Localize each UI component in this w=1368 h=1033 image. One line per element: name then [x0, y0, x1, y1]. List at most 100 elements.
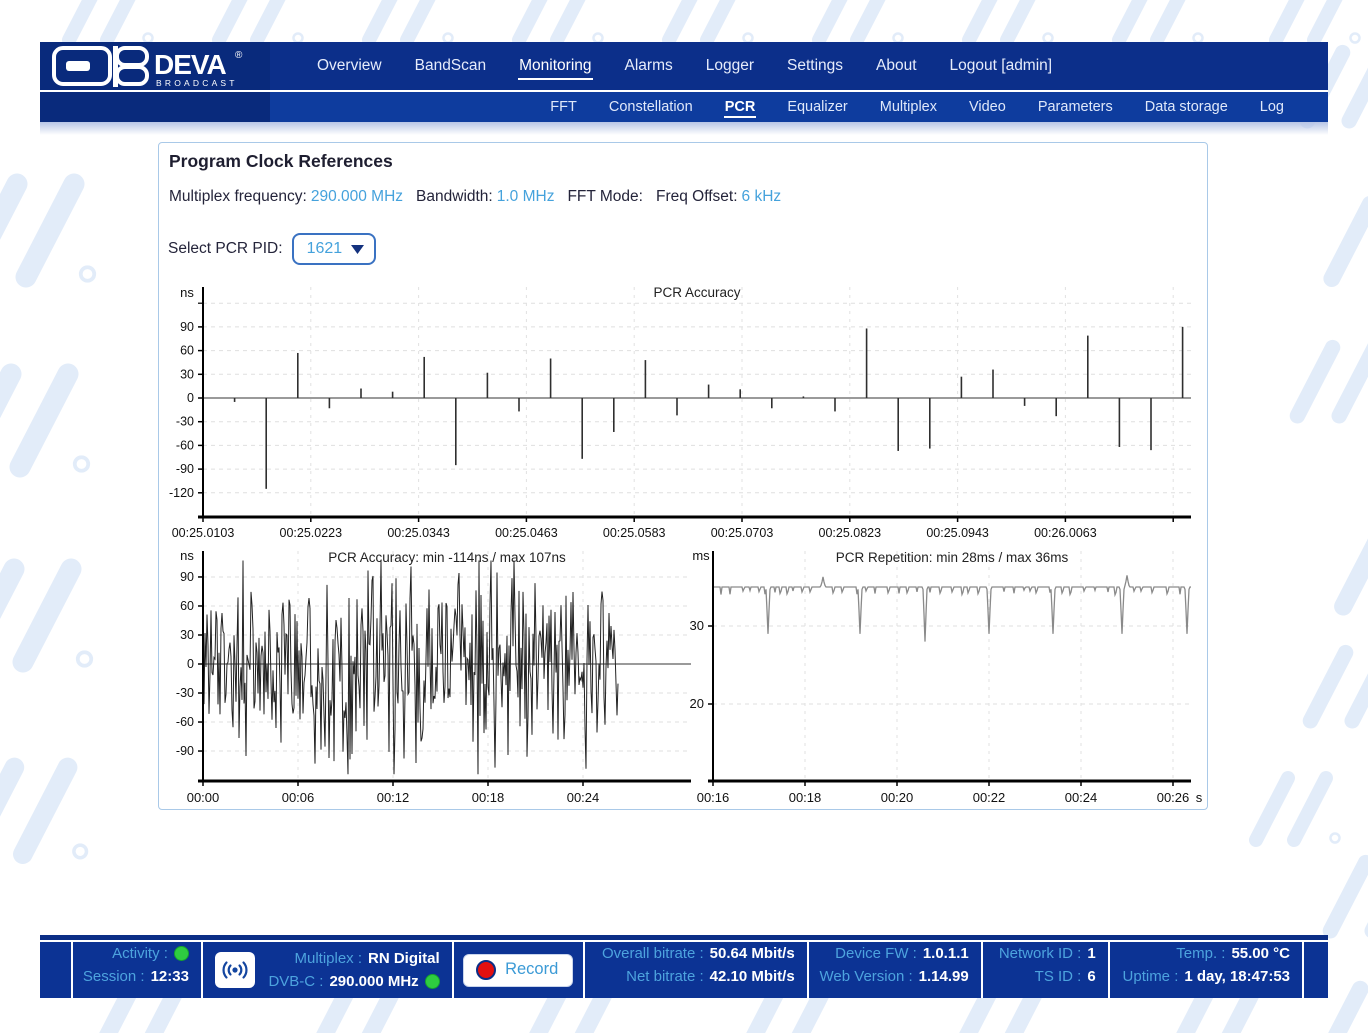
svg-text:-90: -90 [176, 744, 194, 758]
nav-logout-admin[interactable]: Logout [admin] [949, 57, 1053, 74]
broadcast-icon [222, 961, 248, 979]
nav-pcr[interactable]: PCR [723, 97, 757, 118]
status-left-spacer [40, 942, 71, 998]
svg-text:-60: -60 [176, 438, 194, 452]
status-label: TS ID : [1034, 968, 1082, 985]
status-label: Device FW : [835, 945, 917, 962]
status-label: Multiplex : [294, 950, 363, 967]
nav-settings[interactable]: Settings [787, 57, 844, 74]
status-label: Uptime : [1122, 968, 1179, 985]
green-status-dot [424, 974, 440, 989]
status-value: 1.14.99 [918, 968, 969, 985]
svg-text:PCR Repetition: min 28ms / max: PCR Repetition: min 28ms / max 36ms [836, 550, 1069, 565]
nav-multiplex[interactable]: Multiplex [879, 98, 937, 115]
nav-constellation[interactable]: Constellation [608, 98, 693, 115]
svg-text:00:18: 00:18 [789, 790, 822, 805]
info-fft-mode: FFT Mode: [567, 188, 643, 205]
svg-text:00:26.0063: 00:26.0063 [1034, 526, 1097, 540]
svg-text:ns: ns [180, 285, 194, 300]
nav-overview[interactable]: Overview [317, 57, 382, 74]
status-versions-device-fw: Device FW : 1.0.1.1 [821, 942, 969, 965]
status-bar: Activity : Session : 12:33 Multiplex : RN Di… [40, 935, 1328, 998]
signal-info-line: Multiplex frequency: 290.000 MHz Bandwidth… [169, 188, 1207, 206]
svg-text:s: s [1196, 790, 1203, 805]
svg-text:00:12: 00:12 [377, 790, 410, 805]
nav-logger[interactable]: Logger [705, 57, 755, 74]
nav-video[interactable]: Video [968, 98, 1006, 115]
svg-text:-90: -90 [176, 462, 194, 476]
deva-logo-watermark [935, 972, 1055, 1033]
nav-log[interactable]: Log [1259, 98, 1284, 115]
header-shadow [40, 122, 1328, 135]
nav-fft[interactable]: FFT [550, 98, 577, 115]
status-value: 1.0.1.1 [922, 945, 969, 962]
deva-logo-watermark [1315, 185, 1368, 298]
status-label: Web Version : [819, 968, 913, 985]
svg-text:®: ® [235, 50, 243, 61]
pcr-accuracy-history-chart: 90 60 30 0 -30 -60 -90 ns 00:00 00:06 00:12 00:18 00… [176, 548, 691, 805]
status-network: Network ID : 1 TS ID : 6 [980, 942, 1108, 998]
pcr-pid-row: Select PCR PID: 1621 [168, 233, 1207, 265]
record-dot-icon [476, 959, 497, 980]
status-value: 50.64 Mbit/s [709, 945, 795, 962]
pcr-pid-select[interactable]: 1621 [291, 233, 377, 265]
info-bandwidth: Bandwidth: 1.0 MHz [416, 188, 555, 205]
svg-text:PCR Accuracy: PCR Accuracy [653, 285, 740, 300]
status-network-ts-id: TS ID : 6 [995, 965, 1096, 988]
nav-monitoring[interactable]: Monitoring [518, 52, 593, 80]
status-label: Session : [82, 968, 145, 985]
chevron-down-icon [351, 244, 365, 254]
deva-logo-watermark [505, 972, 625, 1033]
svg-text:00:18: 00:18 [472, 790, 505, 805]
svg-text:60: 60 [180, 344, 194, 358]
svg-text:90: 90 [180, 320, 194, 334]
status-versions-web-version: Web Version : 1.14.99 [819, 965, 969, 988]
nav-parameters[interactable]: Parameters [1037, 98, 1113, 115]
nav-about[interactable]: About [876, 57, 917, 74]
status-temp-uptime: Uptime : 1 day, 18:47:53 [1122, 965, 1290, 988]
status-activity-activity: Activity : [85, 942, 189, 965]
svg-text:00:25.0103: 00:25.0103 [172, 526, 235, 540]
nav-equalizer[interactable]: Equalizer [787, 98, 848, 115]
svg-text:-30: -30 [176, 415, 194, 429]
deva-logo-watermark [290, 976, 410, 1033]
nav-bandscan[interactable]: BandScan [414, 57, 487, 74]
status-multiplex-dvb-c: DVB-C : 290.000 MHz [265, 970, 440, 993]
status-value: 290.000 MHz [329, 973, 419, 990]
status-label: Temp. : [1176, 945, 1226, 962]
top-nav: DEVA ® BROADCAST Overview BandScan Monitor… [40, 42, 1328, 122]
deva-logo[interactable]: DEVA ® BROADCAST [51, 45, 257, 94]
nav-separator [40, 90, 1328, 92]
status-label: DVB-C : [268, 973, 324, 990]
status-value: 42.10 Mbit/s [709, 968, 795, 985]
deva-logo-watermark [720, 976, 840, 1033]
svg-text:00:24: 00:24 [1065, 790, 1098, 805]
status-value: 12:33 [150, 968, 189, 985]
nav-data-storage[interactable]: Data storage [1144, 98, 1228, 115]
status-temp-temp: Temp. : 55.00 °C [1122, 942, 1290, 965]
nav-alarms[interactable]: Alarms [624, 57, 673, 74]
svg-text:00:25.0823: 00:25.0823 [819, 526, 882, 540]
status-versions: Device FW : 1.0.1.1 Web Version : 1.14.99 [806, 942, 981, 998]
svg-text:30: 30 [690, 618, 704, 633]
record-button[interactable]: Record [463, 953, 574, 987]
svg-text:00:24: 00:24 [567, 790, 600, 805]
svg-text:90: 90 [180, 570, 194, 584]
record-button-label: Record [505, 960, 559, 978]
svg-text:00:25.0583: 00:25.0583 [603, 526, 666, 540]
svg-text:00:06: 00:06 [282, 790, 315, 805]
svg-text:DEVA: DEVA [154, 49, 226, 80]
deva-logo-watermark [1282, 330, 1368, 434]
status-activity-session: Session : 12:33 [82, 965, 189, 988]
deva-logo-watermark [1150, 976, 1270, 1033]
svg-text:00:25.0943: 00:25.0943 [926, 526, 989, 540]
status-label: Activity : [112, 945, 168, 962]
status-bar-white-line [40, 940, 1328, 942]
broadcast-icon-box [214, 952, 255, 988]
status-temp: Temp. : 55.00 °C Uptime : 1 day, 18:47:53 [1107, 942, 1302, 998]
pcr-repetition-chart: 30 20 ms 00:16 00:18 00:20 00:22 00:24 00:26 s PCR… [690, 548, 1203, 805]
svg-text:30: 30 [180, 628, 194, 642]
status-multiplex: Multiplex : RN Digital DVB-C : 290.000 MHz [200, 942, 452, 998]
